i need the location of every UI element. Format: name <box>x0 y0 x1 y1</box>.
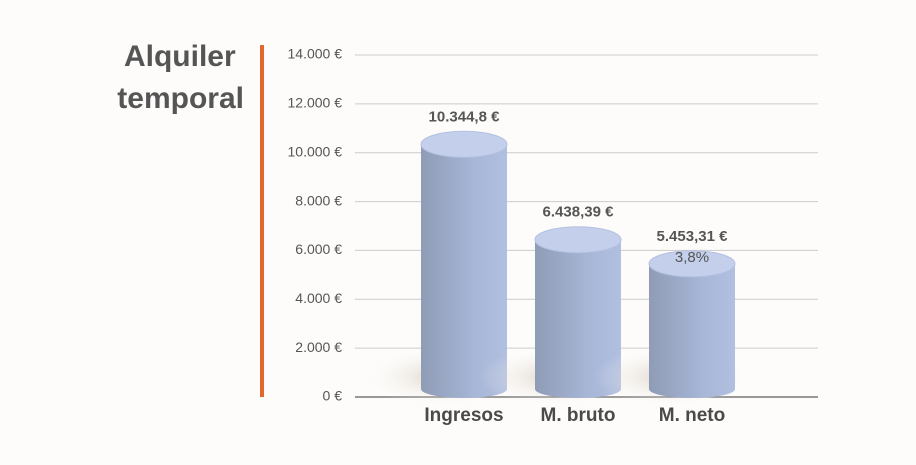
chart-title: Alquiler temporal <box>117 40 244 115</box>
y-tick-label: 8.000 € <box>295 192 342 208</box>
bar <box>648 250 736 398</box>
bar-top <box>534 226 622 254</box>
y-tick-label: 10.000 € <box>288 143 343 159</box>
y-tick-label: 14.000 € <box>288 46 343 62</box>
value-label: 6.438,39 € <box>543 204 615 221</box>
y-tick-label: 4.000 € <box>295 290 342 306</box>
bar-top <box>648 250 736 278</box>
y-tick-label: 12.000 € <box>288 95 343 111</box>
bar-bottom <box>649 380 735 398</box>
x-tick-label: M. neto <box>659 405 726 426</box>
x-tick-label: M. bruto <box>541 405 616 426</box>
annotation: 3,8% <box>675 249 709 266</box>
value-label: 5.453,31 € <box>657 228 729 245</box>
value-label: 10.344,8 € <box>429 108 501 125</box>
x-tick-label: Ingresos <box>424 405 503 426</box>
bar-body <box>421 144 507 389</box>
y-tick-label: 0 € <box>323 388 343 404</box>
y-tick-label: 6.000 € <box>295 241 342 257</box>
bar-body <box>649 263 735 389</box>
bar-top <box>420 130 508 158</box>
bar <box>420 130 508 398</box>
y-tick-label: 2.000 € <box>295 339 342 355</box>
